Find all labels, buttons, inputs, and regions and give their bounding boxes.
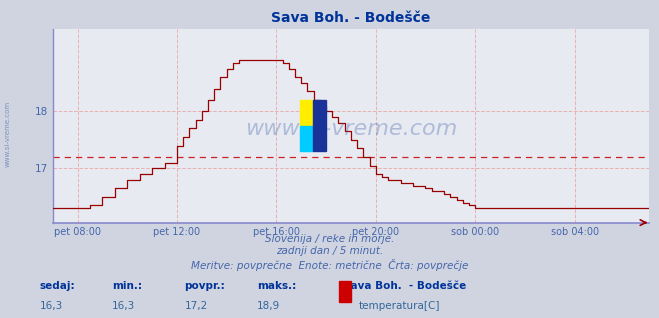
Bar bbox=[313, 100, 326, 151]
Text: Meritve: povprečne  Enote: metrične  Črta: povprečje: Meritve: povprečne Enote: metrične Črta:… bbox=[191, 259, 468, 271]
Text: 18,9: 18,9 bbox=[257, 301, 280, 310]
Text: maks.:: maks.: bbox=[257, 281, 297, 291]
Text: Slovenija / reke in morje.: Slovenija / reke in morje. bbox=[265, 234, 394, 244]
Text: www.si-vreme.com: www.si-vreme.com bbox=[5, 100, 11, 167]
Text: temperatura[C]: temperatura[C] bbox=[359, 301, 441, 310]
Text: povpr.:: povpr.: bbox=[185, 281, 225, 291]
Text: 16,3: 16,3 bbox=[40, 301, 63, 310]
Text: 16,3: 16,3 bbox=[112, 301, 135, 310]
Text: www.si-vreme.com: www.si-vreme.com bbox=[244, 120, 457, 140]
Text: sedaj:: sedaj: bbox=[40, 281, 75, 291]
Title: Sava Boh. - Bodešče: Sava Boh. - Bodešče bbox=[272, 11, 430, 25]
Bar bbox=[301, 126, 313, 151]
Text: zadnji dan / 5 minut.: zadnji dan / 5 minut. bbox=[276, 246, 383, 256]
Text: 17,2: 17,2 bbox=[185, 301, 208, 310]
Text: min.:: min.: bbox=[112, 281, 142, 291]
Text: Sava Boh.  - Bodešče: Sava Boh. - Bodešče bbox=[343, 281, 466, 291]
Bar bbox=[301, 100, 313, 126]
